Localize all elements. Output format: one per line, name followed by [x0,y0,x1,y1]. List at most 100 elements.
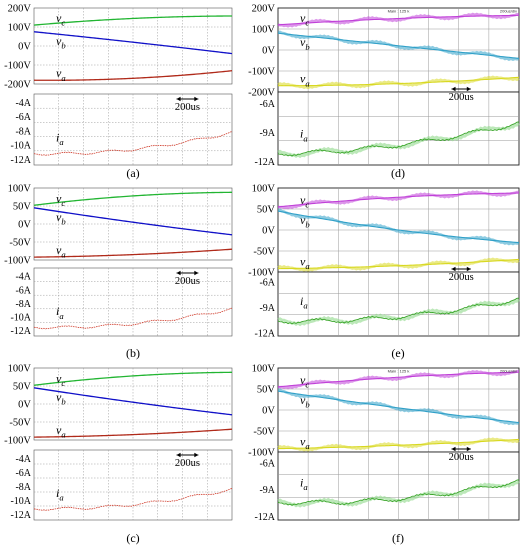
label-vc: vc [56,11,65,28]
voltage-tick-label: 100V [252,25,276,36]
voltage-tick-label: 50V [257,205,276,216]
voltage-tick-label: -100V [4,256,31,267]
waveform-va [277,258,520,270]
waveform-vb [33,31,233,55]
current-tick-label: -10A [10,141,31,152]
panel-caption: (a) [126,166,139,180]
waveform-vb [277,32,520,59]
waveform-vb [277,210,520,244]
label-vc: vc [300,373,309,390]
voltage-tick-label: 200V [252,4,276,15]
panel-d: 200V 100V 0V -100V -200V vc vb va -6A -9A -12A ia 20… [248,4,520,180]
panel-caption: (c) [126,531,139,545]
label-vb: vb [300,35,310,52]
waveform-vc [277,371,520,388]
waveform-vb-band [277,208,520,246]
current-tick-label: -4A [15,454,31,465]
waveform-vc [33,371,233,386]
current-tick-label: -12A [254,512,275,523]
time-scale-arrowheads [451,446,471,452]
label-va: va [56,423,66,440]
voltage-tick-label: -100V [248,268,275,279]
label-va: va [300,255,310,272]
current-tick-label: -9A [259,485,275,496]
voltage-tick-label: -100V [248,67,275,78]
waveform-vc [33,191,233,206]
label-vc: vc [56,191,65,208]
waveform-va [33,428,233,438]
current-tick-label: -12A [254,328,275,339]
voltage-tick-label: 100V [252,364,276,375]
waveform-vc [277,192,520,208]
voltage-tick-label: -200V [4,80,31,91]
label-vb: vb [56,390,66,407]
waveform-ia [33,488,233,511]
panel-e: 100V 50V 0V -50V -100V vc vb va -6A -9A -12A ia 200u… [248,184,520,360]
voltage-tick-label: 50V [13,382,32,393]
label-vb: vb [300,213,310,230]
voltage-tick-label: 0V [18,220,31,231]
panel-f: 100V 50V 0V -50V -100V vc vb va -6A -9A -12A ia 200u… [248,364,520,545]
current-tick-label: -8A [15,482,31,493]
waveform-vb-band [277,30,520,62]
voltage-tick-label: -50V [253,247,275,258]
scope-header-left: Main : 125 k [388,369,410,374]
current-tick-label: -9A [259,128,275,139]
time-scale-label: 200us [175,276,200,287]
voltage-tick-label: -100V [248,448,275,459]
scope-header-right: 200us/div [500,369,517,374]
voltage-tick-label: 0V [18,400,31,411]
label-ia: ia [300,127,308,144]
current-tick-label: -4A [15,272,31,283]
current-tick-label: -6A [15,468,31,479]
label-va: va [56,66,66,83]
voltage-tick-label: -50V [9,418,31,429]
voltage-tick-label: 0V [262,406,275,417]
waveform-va [277,438,520,450]
current-tick-label: -6A [259,99,275,110]
waveform-vc-band [277,369,520,390]
voltage-tick-label: -100V [4,61,31,72]
current-tick-label: -6A [259,458,275,469]
voltage-tick-label: 50V [257,385,276,396]
current-tick-label: -12A [254,157,275,168]
label-va: va [300,72,310,89]
time-scale-label: 200us [175,102,200,113]
voltage-tick-label: -200V [248,88,275,99]
current-tick-label: -6A [259,278,275,289]
waveform-ia [277,297,520,325]
scope-header-left: Main : 125 k [388,9,410,14]
waveform-vc-band [277,190,520,210]
waveform-ia [277,479,520,506]
current-tick-label: -9A [259,303,275,314]
time-scale-arrowheads [451,266,471,272]
time-scale-label: 200us [449,92,474,103]
current-tick-label: -8A [15,299,31,310]
voltage-tick-label: 100V [252,184,276,195]
plot-frame [33,93,233,166]
panel-a: 200V 100V 0V -100V -200V vc vb va -4A -6A -8A -10A -… [4,4,233,180]
label-ia: ia [56,304,64,321]
waveform-ia [277,121,520,157]
current-tick-label: -12A [10,155,31,166]
voltage-tick-label: -50V [253,427,275,438]
panel-c: 100V 50V 0V -50V -100V vc vb va -4A -6A -8A -10A -12… [4,364,233,545]
voltage-tick-label: -50V [9,238,31,249]
voltage-tick-label: 0V [18,42,31,53]
voltage-tick-label: 0V [262,46,275,57]
label-ia: ia [300,294,308,311]
voltage-tick-label: 100V [8,184,32,195]
voltage-tick-label: 100V [8,364,32,375]
waveform-va [278,76,520,87]
waveform-vc [33,15,233,26]
time-scale-label: 200us [175,458,200,469]
label-vc: vc [300,11,309,28]
scope-header-right: 200us/div [500,9,517,14]
current-tick-label: -12A [10,326,31,337]
voltage-tick-label: -100V [4,436,31,447]
current-tick-label: -6A [15,285,31,296]
waveform-ia [33,307,233,330]
waveform-vb [33,207,233,236]
label-vc: vc [300,193,309,210]
